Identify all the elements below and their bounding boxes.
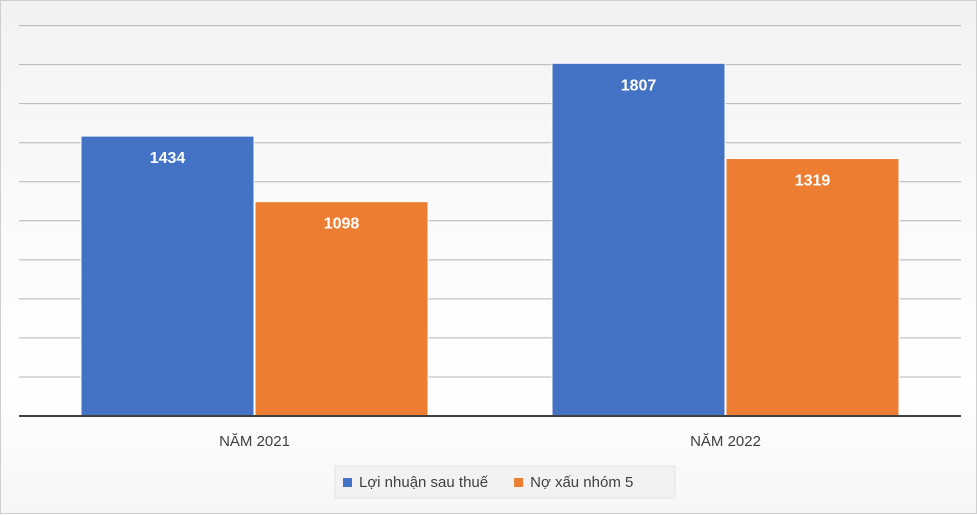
bar-no-xau-0 (254, 201, 429, 417)
data-label: 1319 (795, 173, 831, 190)
data-label: 1098 (324, 216, 360, 233)
bar-loi-nhuan-0 (80, 135, 255, 417)
data-label: 1807 (621, 77, 657, 94)
x-tick-label: NĂM 2021 (219, 433, 290, 450)
x-tick-label: NĂM 2022 (690, 433, 761, 450)
legend-label-1: Nợ xấu nhóm 5 (530, 474, 633, 491)
bar-loi-nhuan-1 (551, 62, 726, 417)
legend-box (334, 465, 676, 499)
legend-swatch-0 (343, 478, 352, 487)
legend-label-0: Lợi nhuận sau thuế (359, 474, 489, 491)
legend-swatch-1 (514, 478, 524, 487)
bar-no-xau-1 (725, 158, 900, 417)
data-label: 1434 (150, 150, 186, 167)
